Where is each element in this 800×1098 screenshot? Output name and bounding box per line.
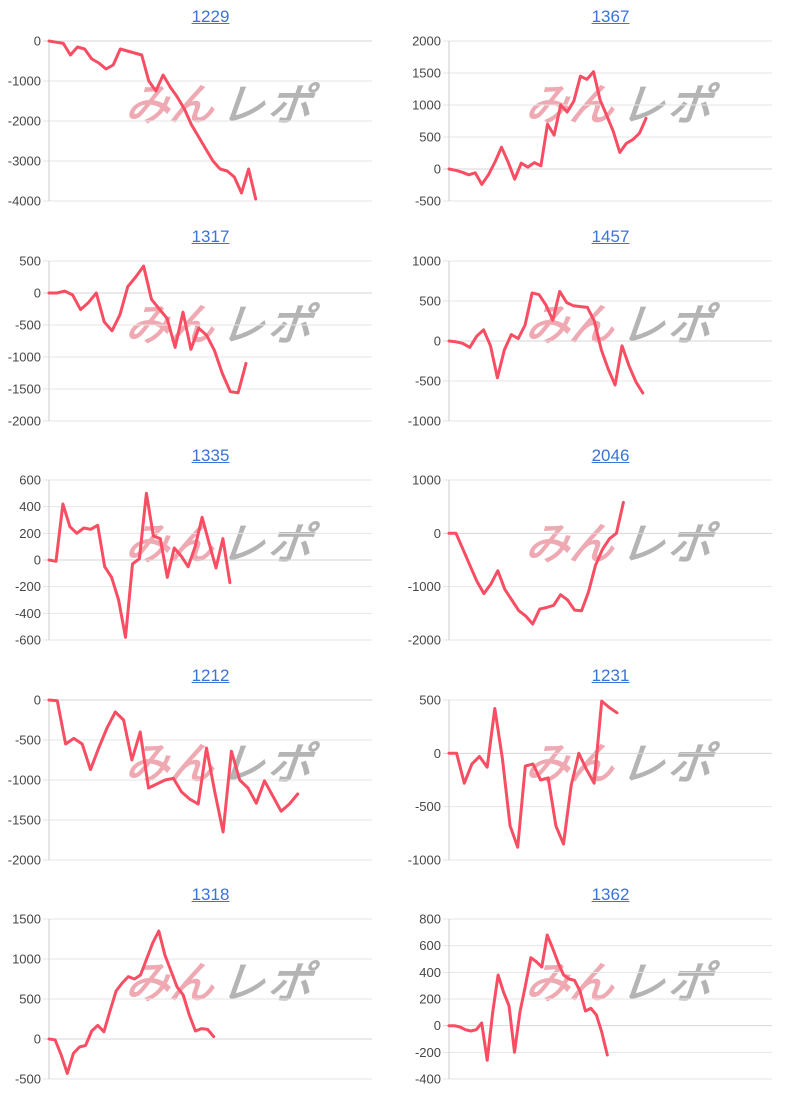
axis-tick-label: 0 — [34, 1032, 41, 1047]
axis-tick-label: -3000 — [8, 154, 41, 169]
chart-card-1457: 1457 みん レポ 1000 500 0 -500 -1000 — [400, 220, 800, 440]
axis-tick-label: 400 — [19, 499, 41, 514]
chart-title-link[interactable]: 1457 — [591, 226, 630, 246]
chart-title-link[interactable]: 1231 — [591, 665, 630, 685]
axis-tick-label: 1000 — [412, 253, 441, 268]
axis-tick-label: 600 — [419, 939, 441, 954]
chart-plot: 800 600 400 200 0 -200 -400 — [415, 912, 772, 1087]
chart-plot: 0 -1000 -2000 -3000 -4000 — [8, 34, 372, 209]
chart-title-link[interactable]: 1318 — [191, 885, 230, 905]
axis-tick-label: -4000 — [8, 194, 41, 209]
axis-tick-label: -1500 — [8, 812, 41, 827]
axis-tick-label: 1000 — [412, 98, 441, 113]
series-line — [447, 933, 609, 1063]
axis-tick-label: -1000 — [8, 772, 41, 787]
series-line — [447, 70, 648, 186]
chart-plot: 500 0 -500 -1000 -1500 -2000 — [8, 253, 372, 428]
axis-tick-label: 0 — [34, 34, 41, 49]
axis-tick-label: -1000 — [408, 413, 441, 428]
axis-tick-label: 0 — [434, 162, 441, 177]
axis-tick-label: -500 — [415, 373, 441, 388]
chart-card-1335: 1335 みん レポ 600 400 200 0 -200 -400 -600 — [0, 439, 400, 659]
axis-tick-label: -2000 — [8, 114, 41, 129]
axis-tick-label: -2000 — [8, 413, 41, 428]
axis-tick-label: 500 — [419, 293, 441, 308]
chart-title-link[interactable]: 1229 — [191, 7, 230, 26]
chart-card-1318: 1318 みん レポ 1500 1000 500 0 -500 — [0, 878, 400, 1098]
chart-card-1229: 1229 みん レポ 0 -1000 -2000 -3000 -4000 — [0, 0, 400, 220]
axis-tick-label: -2000 — [8, 852, 41, 867]
axis-tick-label: 800 — [419, 912, 441, 927]
series-line — [447, 289, 645, 395]
axis-tick-label: 1000 — [12, 952, 41, 967]
series-line — [47, 264, 248, 394]
axis-tick-label: 0 — [434, 746, 441, 761]
axis-tick-label: -600 — [15, 633, 41, 648]
axis-tick-label: 1500 — [12, 912, 41, 927]
chart-title-link[interactable]: 2046 — [591, 446, 630, 466]
axis-tick-label: -200 — [15, 579, 41, 594]
chart-title-link[interactable]: 1362 — [591, 885, 630, 905]
axis-tick-label: 500 — [419, 692, 441, 707]
chart-plot: 600 400 200 0 -200 -400 -600 — [15, 473, 372, 648]
axis-tick-label: -500 — [15, 317, 41, 332]
series-line — [447, 501, 625, 626]
axis-tick-label: -500 — [15, 732, 41, 747]
axis-tick-label: 500 — [419, 130, 441, 145]
axis-tick-label: -1500 — [8, 381, 41, 396]
chart-title-link[interactable]: 1335 — [191, 446, 230, 466]
axis-tick-label: -1000 — [8, 349, 41, 364]
axis-tick-label: -2000 — [408, 633, 441, 648]
series-line — [47, 491, 232, 639]
axis-tick-label: 200 — [419, 992, 441, 1007]
axis-tick-label: 0 — [34, 285, 41, 300]
axis-tick-label: 0 — [434, 1019, 441, 1034]
chart-card-1231: 1231 みん レポ 500 0 -500 -1000 — [400, 659, 800, 879]
axis-tick-label: -1000 — [408, 852, 441, 867]
axis-tick-label: 400 — [419, 965, 441, 980]
series-line — [47, 698, 300, 834]
axis-tick-label: 2000 — [412, 34, 441, 49]
axis-tick-label: -500 — [415, 799, 441, 814]
axis-tick-label: -1000 — [408, 579, 441, 594]
chart-card-1317: 1317 みん レポ 500 0 -500 -1000 -1500 -2000 — [0, 220, 400, 440]
chart-card-1212: 1212 みん レポ 0 -500 -1000 -1500 -2000 — [0, 659, 400, 879]
axis-tick-label: 1500 — [412, 66, 441, 81]
chart-title-link[interactable]: 1212 — [191, 665, 230, 685]
axis-tick-label: -200 — [415, 1045, 441, 1060]
axis-tick-label: 500 — [19, 992, 41, 1007]
axis-tick-label: 0 — [434, 526, 441, 541]
axis-tick-label: 0 — [434, 333, 441, 348]
chart-card-1367: 1367 みん レポ 2000 1500 1000 500 0 -500 — [400, 0, 800, 220]
axis-tick-label: 0 — [34, 553, 41, 568]
series-line — [447, 699, 619, 849]
axis-tick-label: 200 — [19, 526, 41, 541]
axis-tick-label: -500 — [15, 1072, 41, 1087]
chart-plot: 1000 0 -1000 -2000 — [408, 473, 772, 648]
axis-tick-label: 500 — [19, 253, 41, 268]
series-line — [47, 39, 258, 201]
chart-card-2046: 2046 みん レポ 1000 0 -1000 -2000 — [400, 439, 800, 659]
chart-plot: 2000 1500 1000 500 0 -500 — [412, 34, 772, 209]
chart-plot: 500 0 -500 -1000 — [408, 692, 772, 867]
chart-plot: 1000 500 0 -500 -1000 — [408, 253, 772, 428]
chart-title-link[interactable]: 1317 — [191, 226, 230, 246]
axis-tick-label: 1000 — [412, 473, 441, 488]
axis-tick-label: -1000 — [8, 74, 41, 89]
chart-plot: 0 -500 -1000 -1500 -2000 — [8, 692, 372, 867]
axis-tick-label: 0 — [34, 692, 41, 707]
axis-tick-label: 600 — [19, 473, 41, 488]
axis-tick-label: -400 — [415, 1072, 441, 1087]
axis-tick-label: -400 — [15, 606, 41, 621]
chart-card-1362: 1362 みん レポ 800 600 400 200 0 -200 -400 — [400, 878, 800, 1098]
chart-title-link[interactable]: 1367 — [591, 7, 630, 26]
chart-plot: 1500 1000 500 0 -500 — [12, 912, 372, 1087]
axis-tick-label: -500 — [415, 194, 441, 209]
series-line — [47, 929, 216, 1076]
